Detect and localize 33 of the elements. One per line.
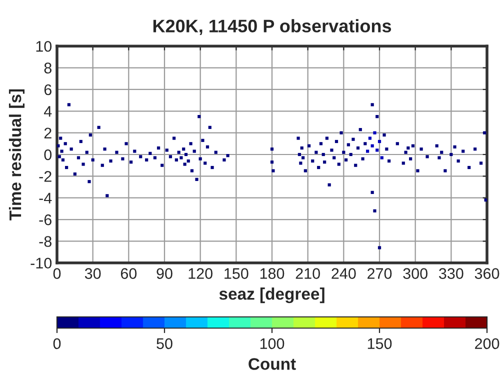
- x-tick-label: 150: [224, 268, 248, 279]
- x-tick-label: 120: [188, 268, 212, 279]
- y-tick-label: 2: [44, 128, 52, 138]
- x-tick-label: 0: [53, 268, 61, 279]
- x-tick-label: 270: [368, 268, 392, 279]
- x-axis-title: seaz [degree]: [219, 288, 324, 304]
- y-tick-label: 4: [44, 106, 52, 117]
- color-bar-label: 100: [260, 338, 284, 350]
- x-tick-label: 360: [474, 268, 500, 279]
- y-axis-title: Time residual [s]: [8, 89, 25, 220]
- y-tick-label: -4: [39, 192, 52, 204]
- y-tick-label: 10: [36, 40, 52, 52]
- y-tick-label: 0: [44, 149, 52, 160]
- y-tick-label: -8: [39, 236, 52, 247]
- x-tick-label: 300: [403, 268, 428, 279]
- x-tick-label: 60: [120, 268, 137, 279]
- y-tick-label: 6: [44, 84, 52, 96]
- y-tick-label: -6: [39, 214, 52, 226]
- color-bar-label: 0: [53, 338, 61, 350]
- x-tick-label: 330: [439, 268, 464, 279]
- y-tick-label: -10: [30, 258, 52, 269]
- color-bar-label: 150: [368, 338, 392, 350]
- y-tick-label: 8: [44, 62, 52, 74]
- color-bar-title: Count: [248, 358, 296, 370]
- color-bar-label: 200: [475, 338, 500, 350]
- y-tick-label: -2: [39, 171, 52, 182]
- color-bar-label: 50: [156, 338, 172, 350]
- x-tick-label: 180: [260, 268, 284, 279]
- x-tick-label: 30: [84, 268, 101, 279]
- chart-title: K20K, 11450 P observations: [153, 19, 392, 36]
- x-tick-label: 90: [156, 268, 172, 279]
- x-tick-label: 210: [296, 268, 320, 279]
- x-tick-label: 240: [332, 268, 356, 279]
